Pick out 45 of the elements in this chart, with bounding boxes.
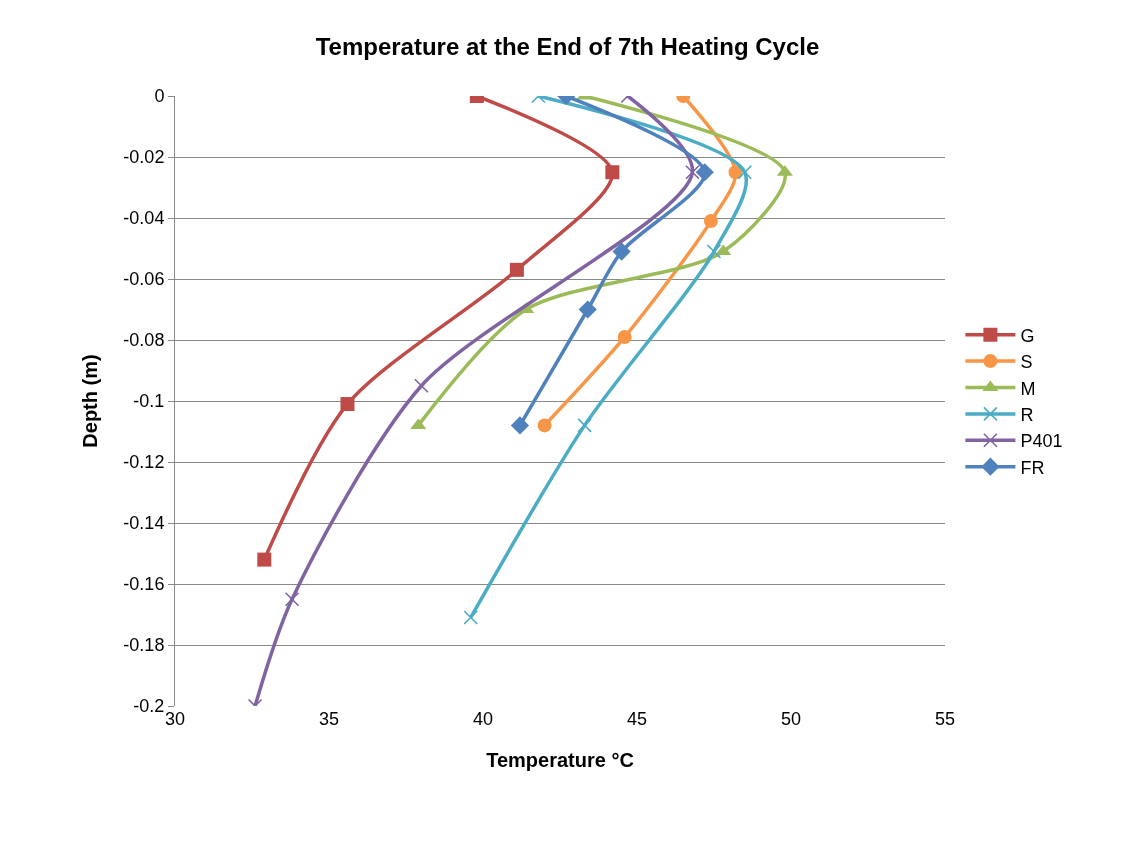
x-tick-label: 45	[626, 709, 648, 729]
point	[537, 418, 552, 433]
x-tick-label: 40	[472, 709, 494, 729]
y-tick-label: -0.18	[123, 635, 165, 656]
point	[340, 397, 355, 412]
point	[685, 164, 700, 180]
legend-label: P401	[1020, 431, 1063, 452]
point	[715, 244, 732, 256]
point	[509, 262, 524, 277]
y-tick-label: -0.04	[123, 208, 165, 229]
point	[695, 163, 714, 182]
point	[414, 378, 429, 394]
y-tick-label: -0.08	[123, 330, 165, 351]
x-tick-label: 35	[318, 709, 340, 729]
y-tick-label: -0.14	[123, 513, 165, 534]
point	[703, 214, 718, 229]
legend-label: G	[1020, 325, 1035, 346]
point	[257, 552, 272, 567]
point	[706, 244, 722, 259]
point	[463, 610, 478, 625]
y-tick-label: -0.1	[133, 391, 165, 412]
x-tick-label: 55	[934, 709, 956, 729]
point	[577, 418, 592, 433]
y-axis-title: Depth (m)	[78, 354, 101, 448]
point	[737, 164, 753, 180]
y-tick-label: -0.06	[123, 269, 165, 290]
legend-label: M	[1020, 378, 1036, 399]
point	[612, 242, 631, 261]
legend-label: S	[1020, 352, 1033, 373]
chart-title: Temperature at the End of 7th Heating Cycle	[315, 32, 820, 60]
y-tick-label: -0.02	[123, 147, 165, 168]
y-tick-label: -0.12	[123, 452, 165, 473]
y-tick-label: -0.16	[123, 574, 165, 595]
point	[617, 329, 632, 344]
point	[284, 591, 300, 607]
x-tick-label: 50	[780, 709, 802, 729]
x-axis-title: Temperature °C	[486, 748, 634, 771]
legend-label: FR	[1020, 457, 1045, 478]
y-tick-label: -0.2	[133, 696, 165, 717]
y-tick-label: 0	[154, 86, 165, 107]
legend-label: R	[1020, 404, 1034, 425]
x-tick-label: 30	[164, 709, 186, 729]
point	[578, 300, 597, 319]
point	[605, 165, 620, 180]
point	[510, 416, 530, 435]
